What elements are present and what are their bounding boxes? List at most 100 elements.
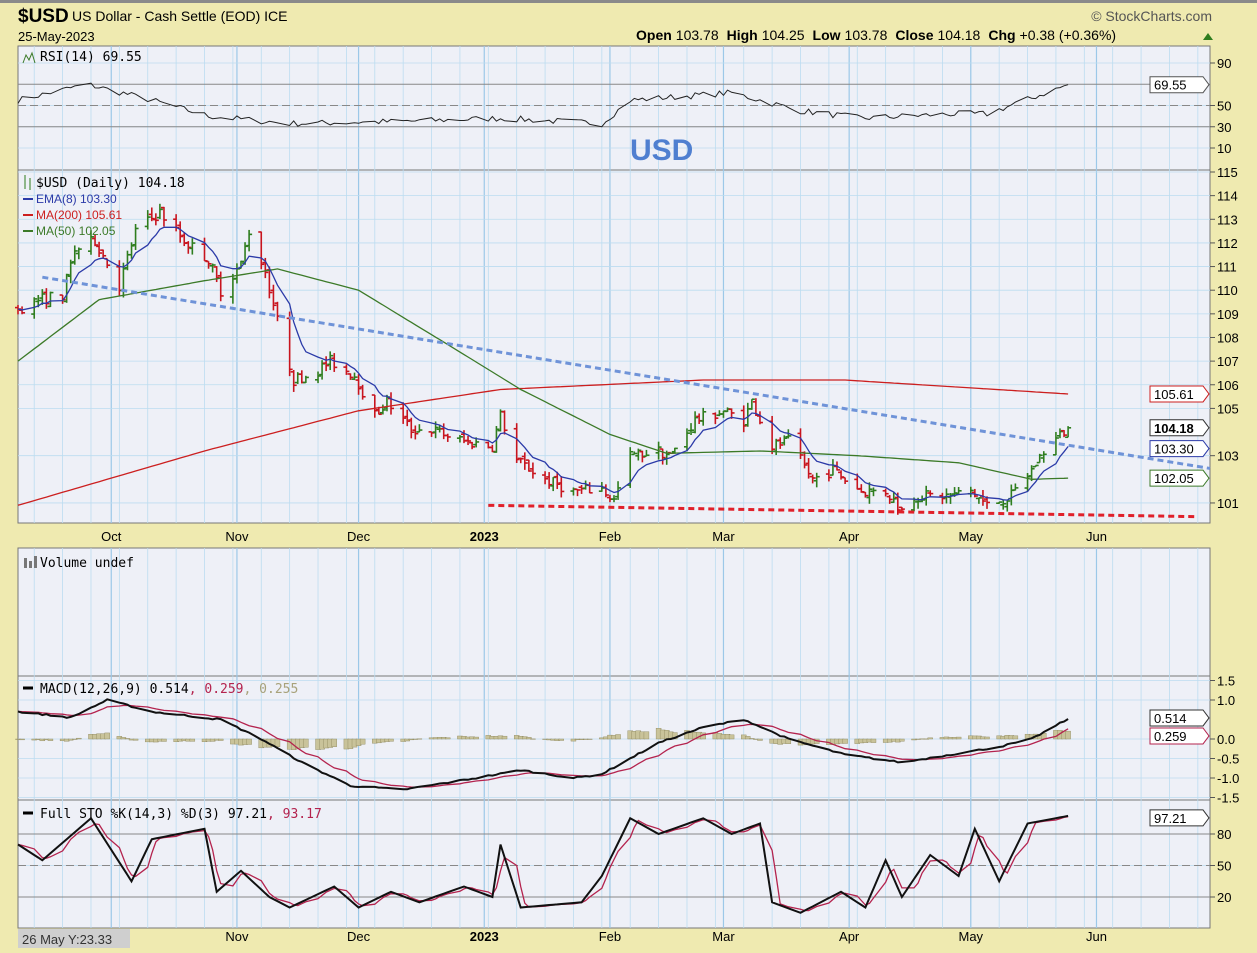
chart-layers: Oct Nov Nov Dec Dec 2023 2023 Feb Feb Mar Mar Apr Ap…: [15, 45, 1239, 944]
macd-legend-signal: , 0.259: [189, 682, 244, 697]
price-bar: [456, 435, 463, 443]
price-bar: [359, 384, 366, 400]
close-label: Close: [895, 27, 933, 43]
price-bar: [63, 273, 70, 303]
month-label-nov: Nov: [225, 529, 249, 544]
volume-legend: Volume undef: [40, 556, 134, 571]
month-label-apr: Apr: [839, 929, 860, 944]
ma50-line: [17, 268, 1069, 480]
copyright: © StockCharts.com: [1091, 8, 1212, 24]
price-bar: [927, 490, 934, 497]
price-bar: [683, 428, 690, 452]
price-bar: [302, 375, 309, 384]
histogram-bar: [728, 734, 735, 740]
histogram-bar: [124, 738, 131, 740]
sto-legend: Full STO %K(14,3) %D(3) 97.21, 93.17: [40, 807, 322, 822]
month-label-feb: Feb: [599, 929, 621, 944]
price-bar: [315, 371, 322, 384]
price-bar: [67, 259, 74, 284]
macd-value-label-box: [1149, 709, 1210, 727]
price-bar: [501, 410, 508, 435]
price-bar: [185, 241, 192, 254]
price-bar: [189, 238, 196, 255]
month-label-2023: 2023: [470, 929, 499, 944]
price-bar: [1065, 426, 1072, 439]
price-bar: [355, 374, 362, 395]
histogram-bar: [745, 736, 751, 740]
ma200-legend: MA(200) 105.61: [36, 208, 122, 222]
ma200-line: [17, 379, 1069, 506]
price-bar: [1040, 451, 1047, 463]
price-bar: [209, 263, 216, 273]
price-bar: [635, 448, 642, 461]
price-bar: [882, 488, 889, 497]
price-bar: [805, 458, 812, 479]
price-tick-label: 105: [1217, 401, 1239, 416]
price-bar: [1028, 465, 1035, 482]
price-bar: [469, 441, 476, 450]
histogram-bar: [1012, 735, 1019, 740]
rsi-tick-label: 50: [1217, 99, 1231, 114]
price-bar: [825, 469, 832, 482]
chg-value: +0.38 (+0.36%): [1020, 27, 1117, 43]
sto-value-label-box: [1149, 809, 1210, 827]
price-bar: [323, 356, 330, 372]
price-bar: [756, 411, 763, 425]
histogram-bar: [388, 738, 394, 742]
price-bar: [412, 425, 419, 440]
ma50-value-label-box: [1149, 469, 1210, 487]
price-bar: [542, 471, 549, 485]
ma200-value-label: 105.61: [1154, 387, 1194, 402]
open-label: Open: [636, 27, 672, 43]
price-bar: [39, 289, 46, 305]
price-bar: [809, 474, 816, 484]
price-bar: [898, 506, 905, 511]
price-bar: [517, 457, 524, 464]
month-label-mar: Mar: [712, 529, 735, 544]
price-bar: [379, 404, 386, 415]
signal-value-label-box: [1149, 727, 1210, 745]
histogram-bar: [1065, 730, 1071, 740]
histogram-bar: [501, 735, 508, 740]
sto-value-label: 97.21: [1154, 811, 1187, 826]
high-value: 104.25: [762, 27, 805, 43]
price-bar: [1032, 464, 1039, 468]
low-value: 103.78: [845, 27, 888, 43]
histogram-bar: [984, 736, 990, 740]
price-tick-label: 111: [1217, 260, 1237, 275]
price-bar: [205, 260, 212, 269]
price-bar: [521, 452, 528, 470]
price-bar: [700, 407, 707, 426]
chg-label: Chg: [988, 27, 1015, 43]
month-label-apr: Apr: [839, 529, 860, 544]
histogram-bar: [331, 738, 337, 747]
price-tick-label: 114: [1217, 189, 1238, 204]
histogram-bar: [104, 732, 110, 740]
histogram-bar: [218, 738, 224, 741]
price-bar: [160, 206, 167, 227]
month-label-mar: Mar: [712, 929, 735, 944]
price-bar: [748, 398, 755, 410]
price-bar: [87, 230, 94, 255]
macd-value-label: 0.514: [1154, 711, 1187, 726]
macd-tick-label: -1.0: [1217, 771, 1239, 786]
macd-tick-label: 1.0: [1217, 693, 1235, 708]
histogram-bar: [927, 737, 933, 740]
price-tick-label: 113: [1217, 212, 1238, 227]
price-bar: [558, 476, 565, 498]
macd-tick-label: -1.5: [1217, 791, 1239, 806]
price-bar: [955, 486, 962, 495]
price-tick-label: 107: [1217, 354, 1239, 369]
price-bar: [132, 223, 139, 250]
price-bar: [712, 412, 719, 425]
histogram-bar: [643, 731, 650, 740]
price-bar: [258, 231, 265, 270]
price-bar: [331, 353, 338, 372]
histogram-bar: [132, 738, 139, 741]
low-label: Low: [813, 27, 841, 43]
ema-value-label-box: [1149, 440, 1210, 458]
price-bar: [692, 411, 699, 434]
month-label-nov: Nov: [225, 929, 249, 944]
rsi-panel: [17, 45, 1211, 171]
ohlc-text: Open 103.78 High 104.25 Low 103.78 Close 104.18…: [636, 27, 1116, 43]
